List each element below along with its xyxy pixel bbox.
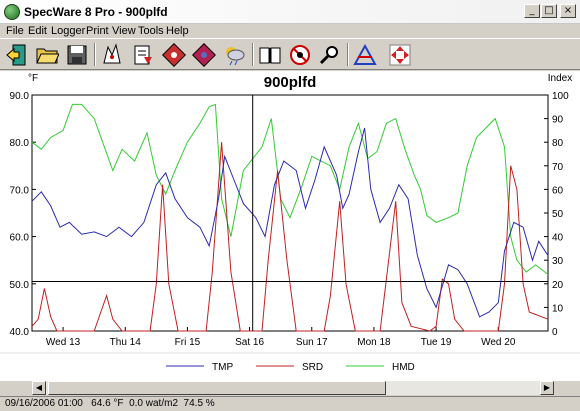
right-tick-label: 50 [552, 209, 564, 220]
right-tick-label: 20 [552, 280, 564, 291]
x-tick-label: Thu 14 [110, 337, 142, 348]
right-tick-label: 0 [552, 327, 558, 338]
open-button[interactable] [33, 41, 61, 68]
plant-icon [162, 42, 186, 67]
right-tick-label: 90 [552, 115, 564, 126]
left-tick-label: 50.0 [10, 280, 30, 291]
legend-label-hmd: HMD [392, 362, 415, 373]
toolbar-separator [347, 43, 349, 66]
chart-pane[interactable]: 900plfd °F Index 90.0 80.0 70.0 60.0 50.0 40.0 10… [0, 71, 580, 381]
x-tick-label: Wed 13 [46, 337, 81, 348]
series-line-hmd [31, 103, 549, 275]
plot-area [31, 94, 549, 332]
x-tick-label: Sun 17 [296, 337, 328, 348]
left-tick-label: 90.0 [10, 91, 30, 102]
right-tick-label: 60 [552, 185, 564, 196]
window-title: SpecWare 8 Pro - 900plfd [24, 5, 168, 19]
status-text: 09/16/2006 01:00 64.6 °F 0.0 wat/m2 74.5… [5, 398, 215, 409]
plant-button[interactable] [160, 41, 188, 68]
x-tick-label: Fri 15 [175, 337, 201, 348]
save-button[interactable] [63, 41, 91, 68]
x-tick-label: Sat 16 [235, 337, 264, 348]
chart-title: 900plfd [264, 74, 317, 91]
expand-icon [389, 44, 411, 65]
series-line-srd [31, 142, 549, 332]
menu-print[interactable]: Print [86, 25, 109, 37]
scroll-thumb[interactable] [48, 381, 386, 395]
x-tick-label: Mon 18 [357, 337, 391, 348]
menu-edit[interactable]: Edit [28, 25, 47, 37]
book-icon [259, 47, 281, 63]
app-icon [4, 4, 20, 20]
right-tick-label: 40 [552, 233, 564, 244]
weather-button[interactable] [220, 41, 248, 68]
right-tick-label: 70 [552, 162, 564, 173]
title-bar: SpecWare 8 Pro - 900plfd _ □ × [0, 0, 580, 24]
zoom-icon [319, 45, 338, 64]
save-disk-icon [67, 45, 87, 64]
minimize-button[interactable]: _ [524, 4, 540, 18]
x-tick-label: Wed 20 [481, 337, 516, 348]
menu-bar: File Edit Logger Print View Tools Help [0, 24, 580, 38]
menu-tools[interactable]: Tools [138, 25, 164, 37]
left-tick-label: 60.0 [10, 233, 30, 244]
toolbar-separator [94, 43, 96, 66]
horizontal-scrollbar[interactable]: ◀ ▶ [32, 381, 554, 395]
no-spray-button[interactable] [286, 41, 314, 68]
triangle-icon [353, 43, 377, 65]
menu-help[interactable]: Help [166, 25, 189, 37]
menu-logger[interactable]: Logger [51, 25, 86, 37]
right-tick-label: 80 [552, 138, 564, 149]
legend-label-srd: SRD [302, 362, 323, 373]
scroll-right-button[interactable]: ▶ [540, 381, 554, 395]
book-button[interactable] [256, 41, 284, 68]
menu-view[interactable]: View [112, 25, 136, 37]
right-tick-label: 100 [552, 91, 569, 102]
download-button[interactable] [128, 41, 156, 68]
left-tick-label: 40.0 [10, 327, 30, 338]
right-tick-label: 30 [552, 256, 564, 267]
x-tick-label: Tue 19 [421, 337, 452, 348]
menu-file[interactable]: File [6, 25, 24, 37]
left-tick-label: 80.0 [10, 138, 30, 149]
scroll-left-button[interactable]: ◀ [32, 381, 46, 395]
right-tick-label: 10 [552, 303, 564, 314]
right-axis-label: Index [548, 73, 572, 84]
legend-label-tmp: TMP [212, 362, 233, 373]
toolbar-separator [252, 43, 254, 66]
plant-alt-button[interactable] [190, 41, 218, 68]
toolbar [0, 38, 580, 70]
weather-icon [226, 46, 245, 65]
plant-alt-icon [192, 42, 216, 67]
exit-icon [6, 44, 26, 65]
logger-button[interactable] [98, 41, 126, 68]
open-folder-icon [36, 48, 59, 63]
weather-chart[interactable]: 900plfd °F Index 90.0 80.0 70.0 60.0 50.0 40.0 10… [0, 71, 580, 381]
logger-icon [103, 42, 121, 63]
status-bar: 09/16/2006 01:00 64.6 °F 0.0 wat/m2 74.5… [0, 396, 580, 411]
series-line-tmp [31, 127, 549, 318]
maximize-button[interactable]: □ [541, 4, 557, 18]
left-tick-label: 70.0 [10, 185, 30, 196]
download-icon [134, 45, 152, 64]
no-spray-icon [290, 44, 310, 65]
expand-button[interactable] [386, 41, 414, 68]
triangle-button[interactable] [351, 41, 379, 68]
exit-button[interactable] [3, 41, 31, 68]
zoom-button[interactable] [316, 41, 344, 68]
close-button[interactable]: × [560, 4, 576, 18]
left-axis-label: °F [28, 73, 38, 84]
